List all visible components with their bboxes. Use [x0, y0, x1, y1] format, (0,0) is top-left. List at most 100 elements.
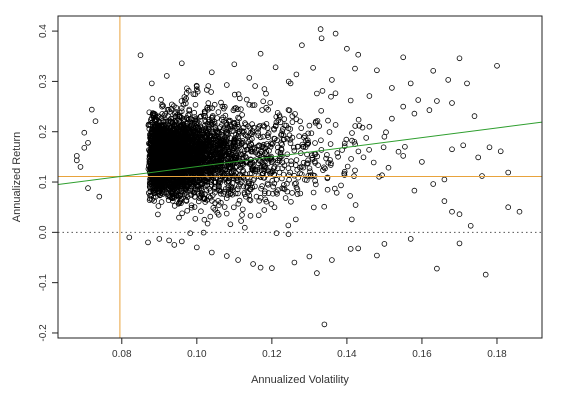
scatter-point — [278, 145, 285, 152]
scatter-point — [255, 129, 261, 136]
scatter-point — [202, 199, 209, 205]
scatter-point — [204, 220, 211, 227]
scatter-point — [250, 177, 257, 183]
scatter-point — [210, 205, 217, 211]
scatter-point — [156, 149, 163, 156]
scatter-point — [178, 160, 184, 167]
scatter-point — [202, 149, 209, 156]
scatter-point — [81, 129, 88, 136]
scatter-point — [154, 117, 160, 123]
scatter-point — [244, 96, 250, 103]
scatter-point — [282, 195, 289, 201]
scatter-point — [218, 99, 224, 106]
scatter-point — [271, 135, 278, 142]
scatter-point — [310, 65, 316, 71]
scatter-point — [209, 249, 215, 256]
scatter-point — [314, 270, 320, 276]
scatter-point — [190, 127, 197, 133]
scatter-point — [374, 252, 380, 259]
y-tick-label: -0.2 — [38, 324, 49, 342]
scatter-point — [235, 178, 241, 185]
scatter-point — [323, 155, 329, 162]
scatter-point — [170, 119, 176, 126]
scatter-point — [192, 142, 198, 149]
scatter-point — [163, 118, 169, 125]
scatter-point — [329, 77, 335, 83]
scatter-point — [234, 143, 241, 150]
scatter-point — [305, 157, 311, 164]
scatter-point — [236, 145, 242, 151]
scatter-point — [217, 146, 223, 152]
scatter-point — [321, 203, 328, 210]
scatter-point — [156, 236, 163, 242]
y-tick-label: 0.0 — [38, 225, 49, 239]
scatter-point — [278, 140, 284, 147]
scatter-point — [208, 89, 214, 95]
scatter-point — [232, 153, 238, 159]
scatter-point — [273, 189, 280, 195]
scatter-point — [291, 181, 298, 187]
scatter-point — [261, 207, 268, 213]
scatter-point — [285, 231, 292, 238]
scatter-point — [213, 165, 220, 172]
scatter-point — [291, 259, 298, 266]
scatter-point — [250, 261, 256, 267]
scatter-point — [184, 121, 191, 127]
scatter-point — [260, 98, 267, 105]
scatter-point — [262, 150, 268, 157]
scatter-point — [400, 153, 407, 159]
scatter-point — [335, 154, 341, 160]
scatter-point — [277, 149, 284, 156]
scatter-point — [341, 170, 348, 177]
scatter-point — [449, 146, 455, 153]
scatter-point — [151, 198, 157, 204]
scatter-point — [284, 135, 291, 142]
scatter-point — [252, 183, 258, 190]
scatter-point — [188, 204, 195, 211]
scatter-point — [269, 265, 275, 271]
x-axis-title: Annualized Volatility — [251, 374, 349, 386]
scatter-point — [156, 183, 162, 190]
scatter-point — [184, 184, 191, 190]
scatter-point — [347, 193, 353, 199]
scatter-point — [505, 169, 512, 176]
scatter-point — [163, 141, 170, 147]
scatter-point — [184, 208, 191, 214]
scatter-point — [235, 201, 242, 207]
scatter-point — [359, 124, 366, 131]
scatter-point — [265, 190, 272, 196]
scatter-point — [232, 169, 239, 176]
scatter-point — [199, 181, 206, 188]
scatter-point — [407, 236, 414, 242]
scatter-point — [218, 158, 224, 165]
scatter-point — [249, 184, 256, 191]
y-axis: -0.2 -0.1 0.0 0.1 0.2 0.3 0.4 — [38, 24, 58, 342]
scatter-point — [306, 165, 313, 172]
scatter-point — [156, 186, 163, 193]
scatter-point — [383, 129, 389, 136]
scatter-point — [312, 140, 318, 146]
scatter-point — [247, 197, 254, 204]
scatter-point — [285, 222, 292, 229]
scatter-point — [356, 123, 363, 129]
scatter-point — [341, 140, 348, 147]
scatter-point — [238, 218, 244, 224]
scatter-point — [312, 160, 318, 166]
scatter-point — [316, 123, 323, 129]
scatter-point — [374, 67, 380, 74]
scatter-point — [249, 129, 256, 136]
scatter-point — [230, 184, 236, 191]
scatter-point — [207, 105, 213, 111]
scatter-point — [186, 106, 193, 113]
scatter-point — [471, 113, 478, 119]
scatter-point — [198, 146, 205, 152]
x-axis: 0.08 0.10 0.12 0.14 0.16 0.18 — [112, 338, 507, 360]
scatter-point — [254, 151, 261, 158]
scatter-point — [287, 80, 294, 87]
scatter-point — [389, 85, 395, 91]
scatter-point — [231, 91, 238, 98]
scatter-point — [223, 210, 230, 217]
scatter-point — [218, 129, 225, 135]
scatter-point — [415, 97, 422, 103]
scatter-point — [289, 190, 295, 196]
